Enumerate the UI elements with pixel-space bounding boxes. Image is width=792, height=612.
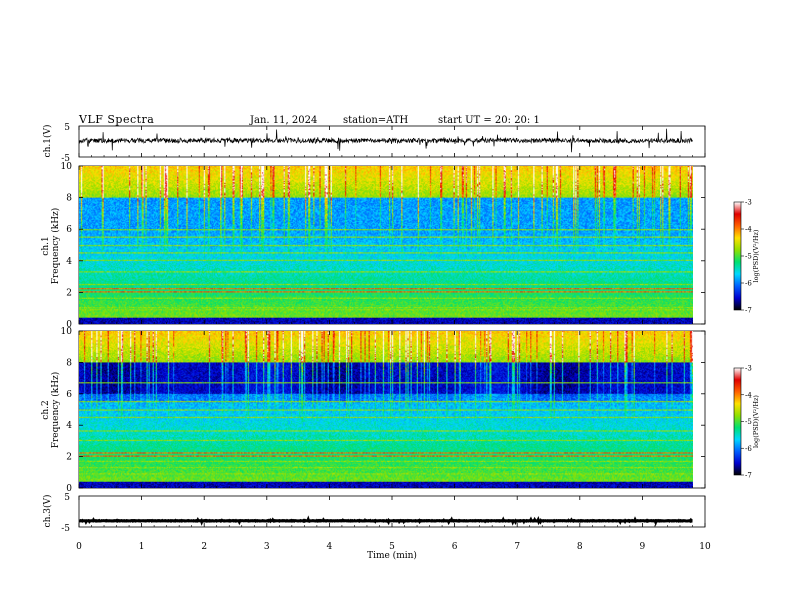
ch2-spectrogram-panel: 0 2 4 6 8 10 ch.2 Frequency (kHz) xyxy=(41,327,706,494)
ch1-spectrogram-image xyxy=(79,166,693,324)
ch2-spectrogram-image xyxy=(79,331,693,488)
ch1-colorbar: -3 -4 -5 -6 -7 log(PSD)(V²/Hz) xyxy=(733,199,760,315)
ch1-frequency-label-text: Frequency (kHz) xyxy=(50,208,61,285)
start-time-label: start UT = 20: 20: 1 xyxy=(438,115,540,126)
xtick-label-6: 6 xyxy=(452,542,458,552)
ch2-colorbar-bar xyxy=(733,367,742,476)
ch1-colorbar-tick-label--6: -6 xyxy=(745,280,752,288)
ch1-colorbar-tick-label--7: -7 xyxy=(745,307,752,315)
xtick-label-8: 8 xyxy=(577,542,583,552)
ch1-colorbar-tick-label--5: -5 xyxy=(745,253,752,261)
xtick-label-4: 4 xyxy=(327,542,333,552)
ch3-waveform-line xyxy=(79,515,693,527)
ch1-spec-ytick-label-4: 4 xyxy=(66,257,72,267)
ch1-spec-ytick-label-6: 6 xyxy=(66,225,72,235)
ch2-spectrogram-freq-label: Frequency (kHz) xyxy=(50,372,61,449)
ch2-spec-ytick-label-0: 0 xyxy=(66,484,72,494)
station-label: station=ATH xyxy=(343,115,409,126)
ch1-colorbar-tick-label--4: -4 xyxy=(745,226,752,234)
ch1-spec-ytick-label-8: 8 xyxy=(66,194,72,204)
ch2-spec-ytick-label-10: 10 xyxy=(61,327,73,337)
xtick-label-1: 1 xyxy=(139,542,145,552)
ch2-spec-ytick-label-2: 2 xyxy=(66,453,72,463)
ch2-spec-ytick-label-6: 6 xyxy=(66,390,72,400)
xtick-label-7: 7 xyxy=(514,542,520,552)
figure-title: VLF Spectra xyxy=(78,113,154,126)
xtick-label-2: 2 xyxy=(201,542,207,552)
ch1-trace-panel: 5 -5 ch.1(V) xyxy=(42,123,706,164)
ch2-colorbar-tick-label--3: -3 xyxy=(745,365,752,373)
ch2-colorbar-tick-label--5: -5 xyxy=(745,418,752,426)
ch2-colorbar-tick-label--6: -6 xyxy=(745,445,752,453)
ch2-colorbar-tick-label--7: -7 xyxy=(745,472,752,480)
ch1-spectrogram-yticks: 0 2 4 6 8 10 xyxy=(61,162,705,330)
time-axis-ticks xyxy=(78,126,706,527)
ch2-spec-ytick-label-8: 8 xyxy=(66,358,72,368)
ch2-spectrogram-channel-label: ch.2 xyxy=(41,400,51,419)
ch1-spec-ytick-label-0: 0 xyxy=(66,320,72,330)
ch1-ytick-bottom: -5 xyxy=(61,154,70,164)
ch1-spectrogram-panel: 0 2 4 6 8 10 ch.1 Frequency (kHz) xyxy=(41,162,706,330)
ch2-colorbar-tick-label--4: -4 xyxy=(745,391,752,399)
ch2-channel-label-text: ch.2 xyxy=(41,400,51,419)
ch1-waveform-line xyxy=(79,128,693,153)
xtick-label-10: 10 xyxy=(699,542,711,552)
ch2-colorbar: -3 -4 -5 -6 -7 log(PSD)(V²/Hz) xyxy=(733,365,760,480)
ch1-spectrogram-freq-label: Frequency (kHz) xyxy=(50,208,61,285)
ch1-colorbar-tick-label--3: -3 xyxy=(745,199,752,207)
xtick-label-0: 0 xyxy=(76,542,82,552)
time-axis-tick-labels: 0 1 2 3 4 5 6 7 8 9 10 xyxy=(76,542,711,552)
ch3-axis-label: ch.3(V) xyxy=(42,495,53,528)
ch2-colorbar-label: log(PSD)(V²/Hz) xyxy=(752,395,760,448)
ch3-ytick-top: 5 xyxy=(64,493,70,503)
ch2-frequency-label-text: Frequency (kHz) xyxy=(50,372,61,449)
ch3-ytick-bottom: -5 xyxy=(61,524,70,534)
ch2-spec-ytick-label-4: 4 xyxy=(66,421,72,431)
ch1-spec-ytick-label-2: 2 xyxy=(66,288,72,298)
xtick-label-3: 3 xyxy=(264,542,270,552)
date-label: Jan. 11, 2024 xyxy=(249,115,317,126)
ch1-ytick-top: 5 xyxy=(64,123,70,133)
xtick-label-5: 5 xyxy=(389,542,395,552)
ch1-colorbar-label: log(PSD)(V²/Hz) xyxy=(752,229,760,282)
time-axis-label: Time (min) xyxy=(367,550,417,561)
ch1-colorbar-bar xyxy=(733,201,742,311)
ch1-spec-ytick-label-10: 10 xyxy=(61,162,73,172)
xtick-label-9: 9 xyxy=(640,542,646,552)
ch1-spectrogram-channel-label: ch.1 xyxy=(41,236,51,255)
ch1-axis-label: ch.1(V) xyxy=(42,125,53,158)
ch2-spectrogram-yticks: 0 2 4 6 8 10 xyxy=(61,327,705,494)
ch1-channel-label-text: ch.1 xyxy=(41,236,51,255)
